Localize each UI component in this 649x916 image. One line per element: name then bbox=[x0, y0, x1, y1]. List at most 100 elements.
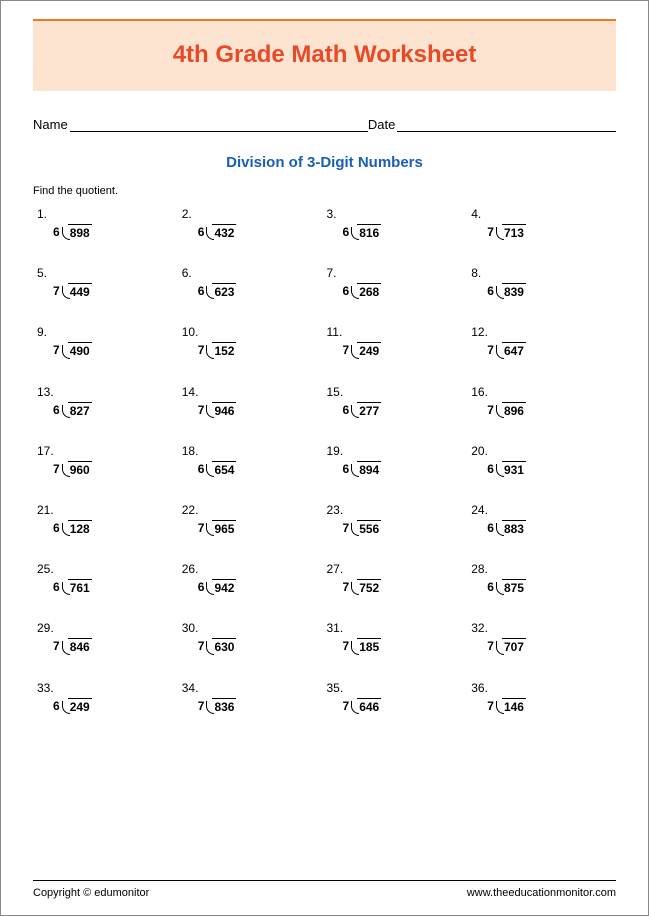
dividend: 623 bbox=[212, 283, 236, 299]
division-problem: 6 277 bbox=[343, 404, 382, 418]
problem-number: 19. bbox=[327, 444, 472, 458]
division-bracket: 960 bbox=[62, 464, 92, 477]
dividend: 883 bbox=[502, 520, 526, 536]
division-problem: 6 761 bbox=[53, 581, 92, 595]
division-bracket: 839 bbox=[496, 286, 526, 299]
divisor: 7 bbox=[198, 404, 207, 418]
divisor: 6 bbox=[53, 226, 62, 240]
problem: 25. 6 761 bbox=[37, 562, 182, 595]
division-bracket: 836 bbox=[206, 701, 236, 714]
division-problem: 6623 bbox=[198, 285, 237, 299]
dividend: 965 bbox=[212, 520, 236, 536]
dividend: 268 bbox=[357, 283, 381, 299]
division-problem: 7752 bbox=[343, 581, 382, 595]
dividend: 836 bbox=[212, 698, 236, 714]
division-bracket: 647 bbox=[496, 345, 526, 358]
dividend: 816 bbox=[357, 224, 381, 240]
division-bracket: 556 bbox=[351, 523, 381, 536]
problem: 29.7846 bbox=[37, 621, 182, 654]
worksheet-page: 4th Grade Math Worksheet Name Date Divis… bbox=[0, 0, 649, 916]
dividend: 752 bbox=[357, 579, 381, 595]
problem: 2.6432 bbox=[182, 207, 327, 240]
problem-number: 25. bbox=[37, 562, 182, 576]
divisor: 7 bbox=[198, 700, 207, 714]
division-bracket: 896 bbox=[496, 405, 526, 418]
division-bracket: 898 bbox=[62, 227, 92, 240]
divisor: 6 bbox=[198, 581, 207, 595]
division-bracket: 277 bbox=[351, 405, 381, 418]
problem: 27.7752 bbox=[327, 562, 472, 595]
name-label: Name bbox=[33, 117, 70, 132]
problem-number: 1. bbox=[37, 207, 182, 221]
division-bracket: 630 bbox=[206, 641, 236, 654]
problem: 35. 7646 bbox=[327, 681, 472, 714]
problem-number: 15. bbox=[327, 385, 472, 399]
problem: 30.7630 bbox=[182, 621, 327, 654]
division-bracket: 965 bbox=[206, 523, 236, 536]
division-problem: 7 836 bbox=[198, 700, 237, 714]
division-problem: 7965 bbox=[198, 522, 237, 536]
problem-number: 2. bbox=[182, 207, 327, 221]
divisor: 6 bbox=[53, 581, 62, 595]
divisor: 7 bbox=[53, 285, 62, 299]
divisor: 6 bbox=[343, 404, 352, 418]
problem: 10.7152 bbox=[182, 325, 327, 358]
dividend: 761 bbox=[68, 579, 92, 595]
footer: Copyright © edumonitor www.theeducationm… bbox=[33, 880, 616, 899]
divisor: 6 bbox=[487, 463, 496, 477]
problem-number: 33. bbox=[37, 681, 182, 695]
problem-number: 7. bbox=[327, 266, 472, 280]
name-field: Name bbox=[33, 117, 368, 132]
divisor: 6 bbox=[487, 285, 496, 299]
divisor: 7 bbox=[53, 463, 62, 477]
footer-url: www.theeducationmonitor.com bbox=[467, 887, 616, 899]
problem-number: 12. bbox=[471, 325, 616, 339]
problem-number: 13. bbox=[37, 385, 182, 399]
dividend: 960 bbox=[68, 461, 92, 477]
division-bracket: 146 bbox=[496, 701, 526, 714]
division-problem: 6654 bbox=[198, 463, 237, 477]
division-problem: 7490 bbox=[53, 344, 92, 358]
dividend: 646 bbox=[357, 698, 381, 714]
problem-number: 34. bbox=[182, 681, 327, 695]
division-bracket: 846 bbox=[62, 641, 92, 654]
dividend: 946 bbox=[212, 402, 236, 418]
problem-number: 10. bbox=[182, 325, 327, 339]
problem: 12.7647 bbox=[471, 325, 616, 358]
problem-number: 3. bbox=[327, 207, 472, 221]
problem-number: 31. bbox=[327, 621, 472, 635]
divisor: 6 bbox=[343, 226, 352, 240]
problem-number: 17. bbox=[37, 444, 182, 458]
division-problem: 7 960 bbox=[53, 463, 92, 477]
name-line[interactable] bbox=[70, 118, 368, 132]
division-problem: 7556 bbox=[343, 522, 382, 536]
division-problem: 7646 bbox=[343, 700, 382, 714]
divisor: 6 bbox=[53, 700, 62, 714]
dividend: 839 bbox=[502, 283, 526, 299]
divisor: 6 bbox=[53, 522, 62, 536]
problem-number: 11. bbox=[327, 325, 472, 339]
division-bracket: 942 bbox=[206, 582, 236, 595]
dividend: 249 bbox=[68, 698, 92, 714]
division-problem: 7713 bbox=[487, 226, 526, 240]
dividend: 896 bbox=[502, 402, 526, 418]
problem-number: 35. bbox=[327, 681, 472, 695]
dividend: 152 bbox=[212, 342, 236, 358]
division-problem: 6875 bbox=[487, 581, 526, 595]
problem-number: 23. bbox=[327, 503, 472, 517]
problem: 24.6883 bbox=[471, 503, 616, 536]
divisor: 7 bbox=[343, 522, 352, 536]
problem: 13. 6827 bbox=[37, 385, 182, 418]
division-bracket: 268 bbox=[351, 286, 381, 299]
problem: 22.7965 bbox=[182, 503, 327, 536]
date-line[interactable] bbox=[397, 118, 616, 132]
division-problem: 6827 bbox=[53, 404, 92, 418]
division-bracket: 894 bbox=[351, 464, 381, 477]
problem-number: 8. bbox=[471, 266, 616, 280]
division-bracket: 946 bbox=[206, 405, 236, 418]
dividend: 277 bbox=[357, 402, 381, 418]
divisor: 7 bbox=[198, 640, 207, 654]
problem-number: 6. bbox=[182, 266, 327, 280]
division-problem: 7846 bbox=[53, 640, 92, 654]
problem-number: 14. bbox=[182, 385, 327, 399]
